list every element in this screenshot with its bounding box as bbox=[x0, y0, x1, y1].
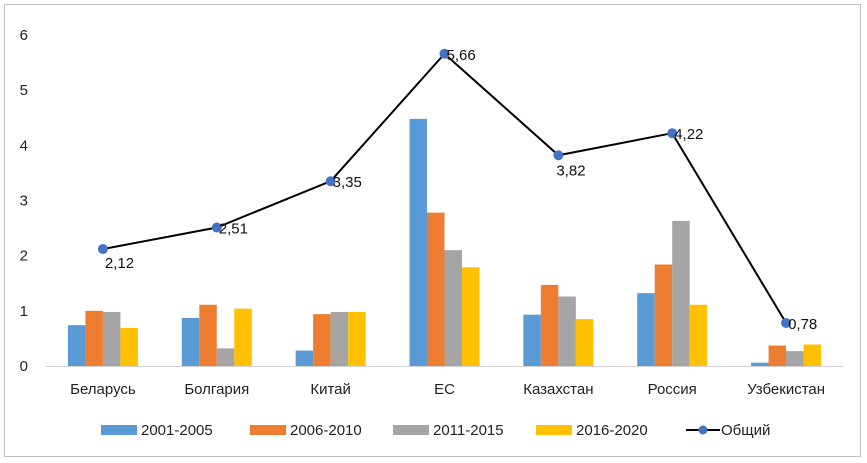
data-label: 5,66 bbox=[447, 47, 476, 64]
total-point bbox=[211, 222, 222, 233]
x-category-label: Болгария bbox=[184, 381, 249, 398]
bar bbox=[102, 311, 121, 366]
total-point bbox=[667, 128, 678, 139]
bar bbox=[409, 118, 427, 366]
bar bbox=[689, 304, 708, 366]
bar bbox=[523, 314, 541, 366]
y-tick-label: 3 bbox=[20, 193, 28, 210]
x-category-label: Россия bbox=[648, 381, 697, 398]
total-point bbox=[97, 244, 108, 255]
legend-label: 2016-2020 bbox=[576, 422, 648, 439]
x-category-label: Китай bbox=[310, 381, 351, 398]
data-label: 0,78 bbox=[788, 316, 817, 333]
data-label: 4,22 bbox=[674, 126, 703, 143]
bar bbox=[768, 345, 787, 366]
bar bbox=[786, 351, 804, 366]
bar bbox=[558, 296, 576, 366]
x-category-label: Казахстан bbox=[523, 381, 593, 398]
data-label: 2,51 bbox=[219, 221, 248, 238]
legend-label: 2001-2005 bbox=[141, 422, 213, 439]
total-point bbox=[439, 48, 450, 59]
data-label: 3,35 bbox=[333, 174, 362, 191]
legend-swatch bbox=[250, 425, 286, 435]
bar bbox=[672, 220, 690, 366]
bar bbox=[427, 212, 445, 366]
legend-label: 2006-2010 bbox=[290, 422, 362, 439]
bar bbox=[199, 304, 217, 366]
bar bbox=[85, 310, 103, 366]
bar bbox=[67, 325, 86, 366]
y-tick-label: 2 bbox=[20, 248, 28, 265]
x-category-label: Узбекистан bbox=[747, 381, 825, 398]
x-category-label: Беларусь bbox=[70, 381, 136, 398]
total-point bbox=[553, 150, 564, 161]
bar bbox=[575, 319, 594, 366]
bar bbox=[313, 314, 331, 366]
bar bbox=[654, 264, 673, 366]
x-category-label: ЕС bbox=[434, 381, 455, 398]
bar bbox=[637, 293, 655, 366]
data-label: 3,82 bbox=[556, 162, 585, 179]
y-tick-label: 6 bbox=[20, 27, 28, 44]
bar bbox=[330, 311, 349, 366]
legend-label: 2011-2015 bbox=[433, 422, 504, 439]
bar bbox=[234, 308, 252, 366]
legend-swatch bbox=[536, 425, 572, 435]
total-point bbox=[325, 176, 336, 187]
bar bbox=[751, 362, 769, 366]
y-tick-label: 5 bbox=[20, 82, 28, 99]
bar bbox=[295, 350, 314, 366]
legend-swatch bbox=[101, 425, 137, 435]
y-tick-label: 0 bbox=[20, 358, 28, 375]
data-label: 2,12 bbox=[105, 255, 134, 272]
y-tick-label: 1 bbox=[20, 303, 28, 320]
bar bbox=[444, 250, 462, 366]
bar bbox=[803, 344, 822, 366]
bar bbox=[348, 311, 366, 366]
bar bbox=[216, 348, 235, 366]
legend-marker bbox=[698, 425, 708, 435]
bar bbox=[540, 284, 559, 366]
legend-label: Общий bbox=[721, 422, 770, 439]
bar bbox=[462, 267, 480, 366]
bar bbox=[120, 327, 138, 366]
total-point bbox=[781, 317, 792, 328]
legend-swatch bbox=[393, 425, 429, 435]
bar bbox=[181, 318, 200, 366]
y-tick-label: 4 bbox=[20, 137, 28, 154]
